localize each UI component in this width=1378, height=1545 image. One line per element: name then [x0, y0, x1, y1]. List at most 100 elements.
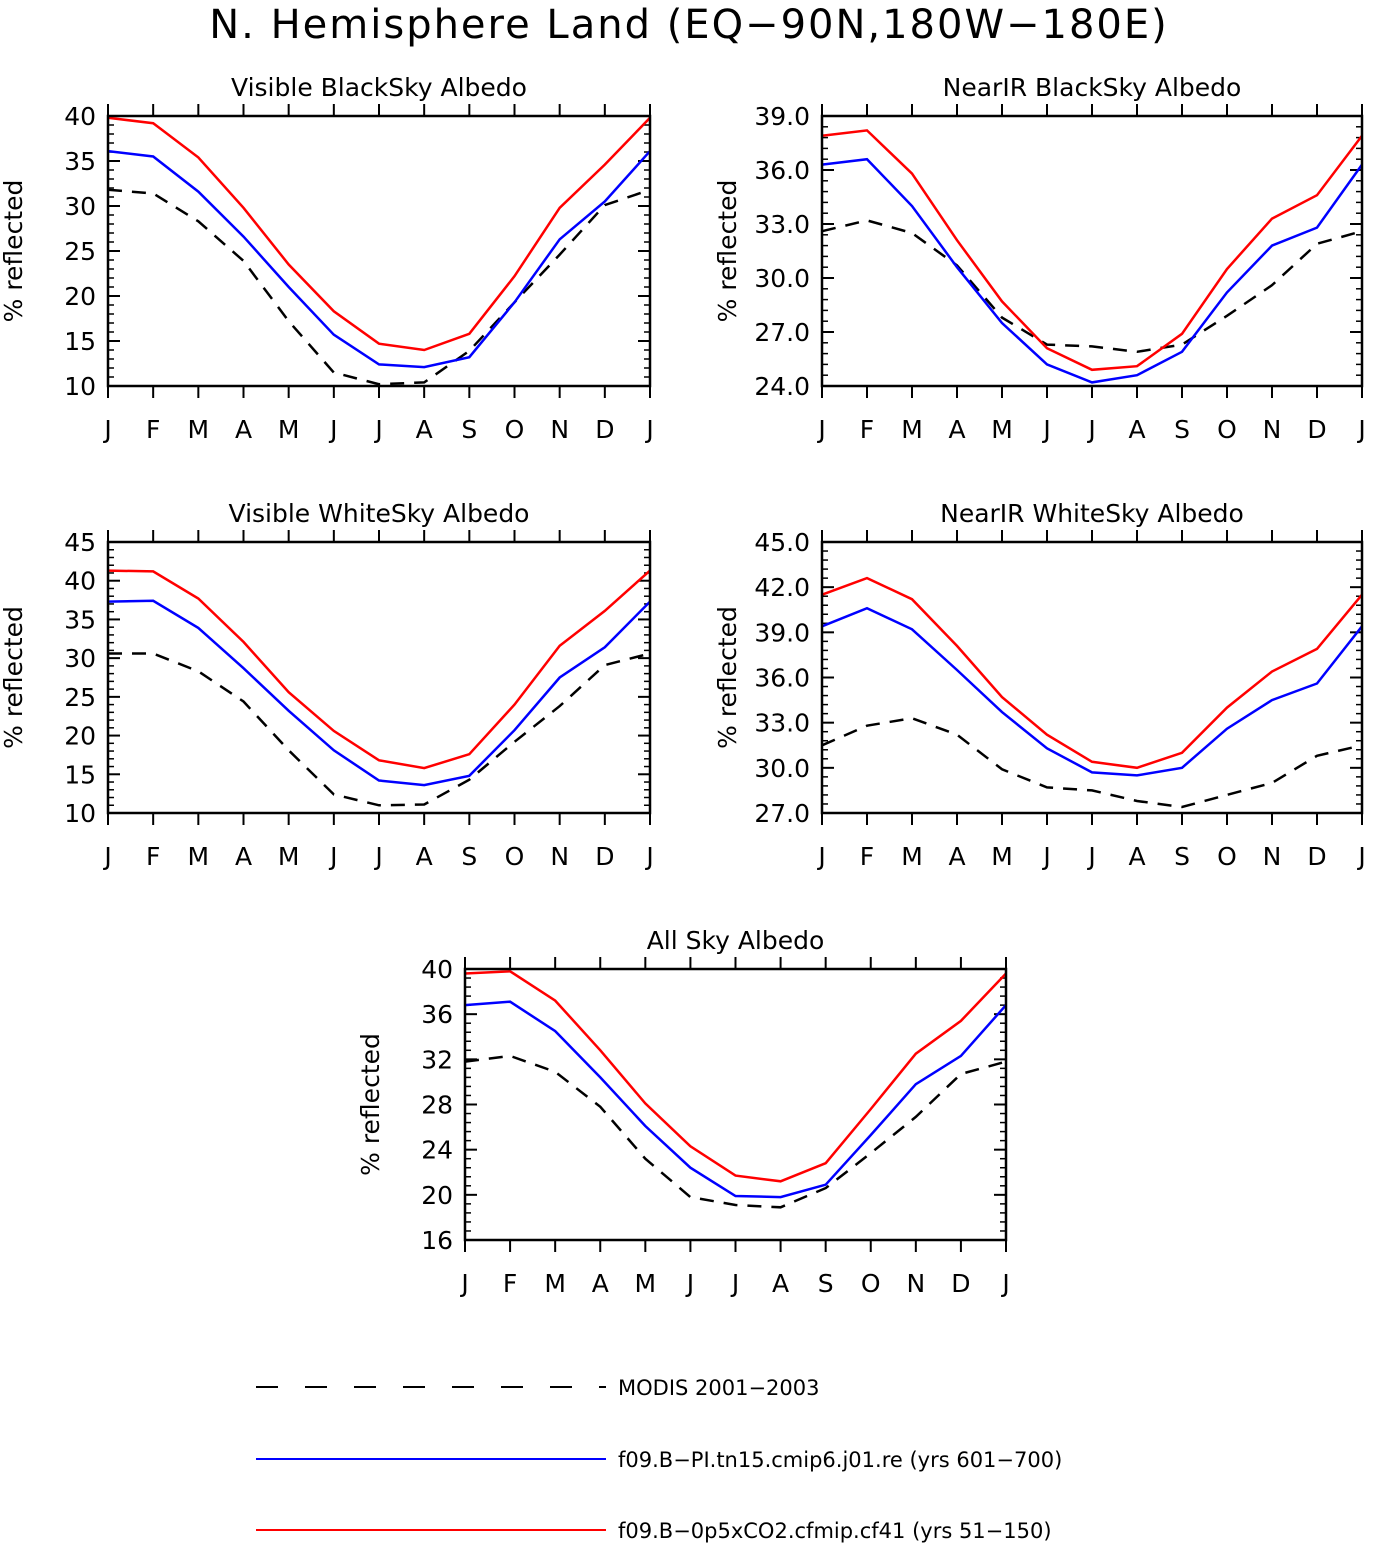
y-tick-label: 30 [64, 644, 96, 673]
chart-panel: NearIR BlackSky Albedo % reflected 24.0 27.… [713, 73, 1366, 444]
x-tick-label: M [635, 1269, 657, 1298]
y-axis-label: % reflected [356, 1033, 385, 1176]
y-tick-label: 27.0 [754, 799, 810, 828]
y-tick-label: 10 [64, 799, 96, 828]
y-axis-label: % reflected [713, 180, 742, 323]
x-tick-label: M [278, 415, 300, 444]
series-line-pi [821, 157, 1364, 384]
chart-title: All Sky Albedo [647, 926, 825, 955]
y-tick-label: 15 [64, 327, 96, 356]
y-tick-label: 35 [64, 605, 96, 634]
y-tick-label: 28 [421, 1091, 453, 1120]
x-tick-label: J [816, 415, 825, 444]
x-tick-label: F [860, 842, 874, 871]
series-line-modis [464, 1054, 1007, 1209]
y-tick-label: 32 [421, 1045, 453, 1074]
x-tick-label: A [416, 415, 433, 444]
x-tick-label: S [461, 842, 477, 871]
x-tick-label: A [416, 842, 433, 871]
x-tick-label: D [595, 842, 614, 871]
legend-label-co2: f09.B−0p5xCO2.cfmip.cf41 (yrs 51−150) [618, 1519, 1052, 1543]
x-tick-label: S [1174, 842, 1190, 871]
x-tick-label: M [278, 842, 300, 871]
x-tick-label: O [1217, 415, 1237, 444]
plot-frame [820, 114, 1364, 388]
series-line-pi [464, 1000, 1007, 1199]
x-tick-label: N [906, 1269, 925, 1298]
plot-frame [820, 540, 1364, 815]
x-tick-label: J [373, 415, 382, 444]
y-tick-label: 36.0 [754, 156, 810, 185]
chart-panel: Visible BlackSky Albedo % reflected 10 15 20… [0, 73, 654, 444]
y-tick-label: 36.0 [754, 664, 810, 693]
x-tick-label: J [644, 842, 653, 871]
x-tick-label: J [102, 842, 111, 871]
x-tick-label: J [1041, 415, 1050, 444]
x-tick-label: F [146, 415, 160, 444]
series-line-pi [107, 149, 651, 369]
x-tick-label: N [550, 415, 569, 444]
x-tick-label: A [948, 415, 965, 444]
x-tick-label: S [461, 415, 477, 444]
y-tick-label: 20 [64, 722, 96, 751]
series-line-co2 [821, 576, 1363, 770]
y-axis-label: % reflected [0, 180, 28, 323]
y-tick-label: 25 [64, 683, 96, 712]
x-tick-label: S [818, 1269, 834, 1298]
x-tick-label: J [816, 842, 825, 871]
y-tick-label: 39.0 [754, 618, 810, 647]
x-tick-label: A [592, 1269, 609, 1298]
chart-title: Visible BlackSky Albedo [231, 73, 527, 102]
y-tick-label: 30.0 [754, 754, 810, 783]
x-tick-label: J [373, 842, 382, 871]
chart-title: Visible WhiteSky Albedo [229, 499, 530, 528]
legend-label-modis: MODIS 2001−2003 [618, 1376, 820, 1400]
x-tick-label: J [1356, 415, 1365, 444]
y-tick-label: 20 [421, 1181, 453, 1210]
series-line-modis [107, 188, 651, 386]
y-axis-label: % reflected [713, 606, 742, 749]
plot-frame [463, 967, 1008, 1242]
x-tick-label: J [1041, 842, 1050, 871]
series-line-co2 [107, 116, 651, 352]
y-tick-label: 40 [64, 102, 96, 131]
x-tick-label: A [1128, 415, 1145, 444]
x-tick-label: F [503, 1269, 517, 1298]
x-tick-label: D [1307, 842, 1326, 871]
y-tick-label: 20 [64, 282, 96, 311]
x-tick-label: J [459, 1269, 468, 1298]
y-tick-label: 30.0 [754, 264, 810, 293]
x-tick-label: M [991, 842, 1013, 871]
y-tick-label: 33.0 [754, 210, 810, 239]
x-tick-label: S [1174, 415, 1190, 444]
series-line-co2 [464, 970, 1007, 1183]
x-tick-label: O [505, 842, 525, 871]
x-tick-label: D [1307, 415, 1326, 444]
series-line-modis [821, 716, 1363, 809]
y-tick-label: 33.0 [754, 709, 810, 738]
x-tick-label: N [1263, 842, 1282, 871]
chart-panel: NearIR WhiteSky Albedo % reflected 27.0 30.… [713, 499, 1366, 871]
x-tick-label: A [235, 415, 252, 444]
x-tick-label: A [1128, 842, 1145, 871]
x-tick-label: J [685, 1269, 694, 1298]
series-line-pi [821, 606, 1363, 777]
x-tick-label: A [948, 842, 965, 871]
x-tick-label: M [901, 415, 923, 444]
y-tick-label: 36 [421, 1000, 453, 1029]
y-tick-label: 45 [64, 528, 96, 557]
x-tick-label: J [1086, 842, 1095, 871]
x-tick-label: D [595, 415, 614, 444]
x-tick-label: F [860, 415, 874, 444]
y-tick-label: 25 [64, 237, 96, 266]
x-tick-label: M [188, 415, 210, 444]
x-tick-label: N [550, 842, 569, 871]
x-tick-label: J [1356, 842, 1365, 871]
x-tick-label: O [1217, 842, 1237, 871]
series-line-pi [107, 599, 651, 787]
series-line-modis [108, 652, 651, 807]
plot-frame [106, 114, 652, 388]
x-tick-label: J [730, 1269, 739, 1298]
chart-panel: Visible WhiteSky Albedo % reflected 10 15 20… [0, 499, 654, 871]
y-tick-label: 45.0 [754, 528, 810, 557]
